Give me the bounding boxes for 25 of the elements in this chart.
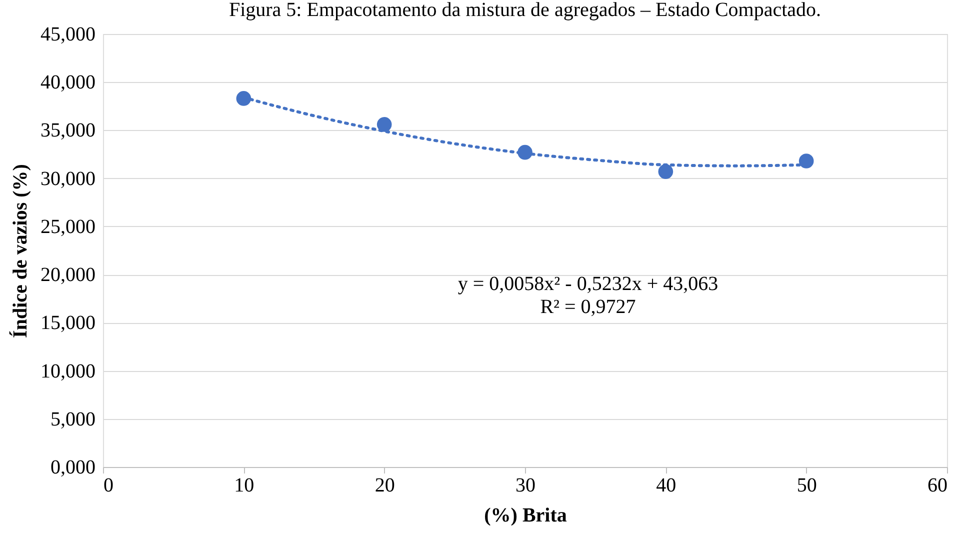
x-tick-label: 60 [928,474,948,496]
x-tick-label: 50 [796,474,817,496]
point [376,117,392,132]
y-tick-label: 35,000 [40,120,96,142]
x-tick-label: 20 [374,474,395,496]
x-axis-title: (%) Brita [484,504,567,526]
x-tick-label: 0 [104,474,114,496]
y-tick-label: 45,000 [40,24,96,46]
y-tick-label: 10,000 [40,360,96,382]
point [798,154,814,168]
annotation: y = 0,0058x² - 0,5232x + 43,063 [458,273,718,295]
x-tick-label: 30 [516,474,536,496]
y-tick-label: 15,000 [40,312,96,334]
y-tick-label: 5,000 [50,408,96,430]
y-tick-label: 0,000 [50,456,96,478]
y-axis-title: Índice de vazios (%) [8,164,32,338]
annotation: R² = 0,9727 [540,296,636,318]
y-tick-label: 40,000 [40,72,96,94]
y-tick-label: 20,000 [40,264,96,286]
x-tick-label: 40 [656,474,676,496]
y-tick-label: 30,000 [40,168,96,190]
y-tick-label: 25,000 [40,216,96,238]
chart-title: Figura 5: Empacotamento da mistura de agregados – Estado Compactado. [228,0,822,21]
x-tick-label: 10 [234,474,254,496]
point [658,164,674,179]
